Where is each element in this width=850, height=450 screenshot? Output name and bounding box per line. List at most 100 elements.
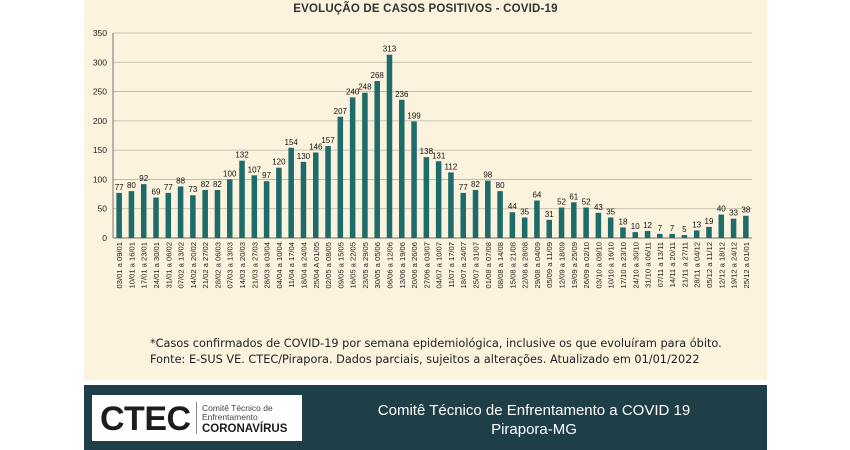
x-tick-label: 07/11 a 13/11 xyxy=(656,242,665,287)
bar xyxy=(448,172,454,238)
x-tick-label: 25/12 a 01/01 xyxy=(742,242,751,288)
bar xyxy=(743,215,749,238)
bar xyxy=(435,161,442,238)
bar-value-label: 64 xyxy=(532,191,541,200)
bar-value-label: 44 xyxy=(508,202,517,211)
ctec-logo: CTEC Comitê Técnico de Enfrentamento COR… xyxy=(92,395,302,441)
bar-value-label: 98 xyxy=(483,171,492,180)
y-tick-label: 100 xyxy=(93,174,107,184)
bar xyxy=(571,202,577,238)
x-tick-label: 12/09 a 18/09 xyxy=(558,242,567,288)
bar xyxy=(190,195,196,238)
bar-value-label: 131 xyxy=(432,151,446,160)
x-tick-label: 02/05 a 08/05 xyxy=(324,242,333,288)
x-tick-label: 04/07 a 10/07 xyxy=(435,242,444,288)
footer-banner: CTEC Comitê Técnico de Enfrentamento COR… xyxy=(84,385,767,450)
x-tick-label: 18/07 a 24/07 xyxy=(459,242,468,288)
bar-value-label: 77 xyxy=(115,183,124,192)
x-tick-label: 11/07 a 17/07 xyxy=(447,242,456,288)
bar xyxy=(423,157,430,238)
x-tick-label: 05/12 a 11/12 xyxy=(705,242,714,288)
bar xyxy=(521,217,528,238)
bar-value-label: 5 xyxy=(682,225,687,234)
bar xyxy=(583,207,589,238)
bar xyxy=(300,161,307,238)
bar-value-label: 248 xyxy=(358,83,372,92)
x-tick-label: 09/05 a 15/05 xyxy=(336,242,345,288)
bar-value-label: 18 xyxy=(619,217,628,226)
logo-main-text: CTEC xyxy=(100,400,191,438)
footnote-cases: *Casos confirmados de COVID-19 por seman… xyxy=(150,337,722,350)
bar xyxy=(128,191,135,238)
chart-title: EVOLUÇÃO DE CASOS POSITIVOS - COVID-19 xyxy=(293,3,558,15)
bar-value-label: 154 xyxy=(285,138,299,147)
bar-value-label: 7 xyxy=(670,224,675,233)
x-tick-label: 18/04 a 24/04 xyxy=(299,242,308,288)
footer-city: Pirapora-MG xyxy=(491,421,577,438)
x-tick-label: 10/01 a 16/01 xyxy=(127,242,136,288)
y-tick-label: 350 xyxy=(93,28,107,38)
bar xyxy=(399,99,405,239)
x-tick-label: 25/07 a 31/07 xyxy=(472,242,481,288)
bar-value-label: 10 xyxy=(631,222,640,231)
bar xyxy=(509,212,516,238)
bar xyxy=(607,217,614,238)
bar-value-label: 240 xyxy=(346,87,360,96)
bar xyxy=(534,200,540,238)
bar-value-label: 12 xyxy=(643,221,652,230)
bar-value-label: 112 xyxy=(445,162,458,171)
bar-value-label: 19 xyxy=(705,217,714,226)
x-tick-label: 08/08 a 14/08 xyxy=(496,242,505,288)
x-tick-label: 19/12 a 24/12 xyxy=(730,242,739,288)
x-tick-label: 13/06 a 19/06 xyxy=(398,242,407,288)
bar xyxy=(374,81,380,239)
bar xyxy=(325,146,331,238)
y-tick-label: 250 xyxy=(93,87,107,97)
footer-title: Comitê Técnico de Enfrentamento a COVID … xyxy=(377,402,691,419)
logo-divider xyxy=(196,402,197,434)
bar-value-label: 43 xyxy=(594,203,603,212)
x-tick-label: 21/02 a 27/02 xyxy=(201,242,210,288)
x-tick-label: 17/01 a 23/01 xyxy=(140,242,149,288)
y-tick-label: 200 xyxy=(93,116,107,126)
x-tick-label: 24/01 a 30/01 xyxy=(152,242,161,288)
x-tick-label: 28/03 a 03/04 xyxy=(263,242,272,288)
bar-value-label: 132 xyxy=(235,151,249,160)
bar-value-label: 313 xyxy=(383,45,397,54)
bar xyxy=(349,97,356,238)
bar xyxy=(632,232,639,238)
bar-value-label: 92 xyxy=(139,174,148,183)
x-tick-label: 01/08 a 07/08 xyxy=(484,242,493,288)
bar-value-label: 35 xyxy=(520,208,529,217)
x-tick-label: 22/08 a 28/08 xyxy=(521,242,530,288)
bar xyxy=(288,147,294,238)
bar xyxy=(386,54,393,238)
x-tick-label: 16/05 a 22/05 xyxy=(349,242,358,288)
bar-value-label: 107 xyxy=(248,165,262,174)
bar xyxy=(312,152,319,238)
x-tick-label: 03/01 a 09/01 xyxy=(115,242,124,288)
logo-subtitle: Comitê Técnico de Enfrentamento xyxy=(202,403,273,422)
bar xyxy=(558,207,565,238)
bar xyxy=(165,192,172,238)
x-tick-label: 14/11 a 20/11 xyxy=(668,242,677,287)
bar-value-label: 69 xyxy=(152,188,161,197)
x-tick-label: 04/04 a 10/04 xyxy=(275,242,284,288)
x-tick-label: 28/11 a 04/12 xyxy=(693,242,702,288)
x-tick-label: 10/10 a 16/10 xyxy=(607,242,616,288)
bar xyxy=(202,189,208,238)
footnote-source: Fonte: E-SUS VE. CTEC/Pirapora. Dados pa… xyxy=(150,353,700,366)
bar-value-label: 146 xyxy=(309,142,323,151)
x-tick-label: 30/05 a 05/06 xyxy=(373,242,382,288)
x-tick-label: 25/04 A 01/05 xyxy=(312,242,321,288)
bar xyxy=(214,189,221,238)
x-tick-label: 31/01 a 06/02 xyxy=(164,242,173,288)
bar-value-label: 77 xyxy=(459,183,468,192)
bar-value-label: 35 xyxy=(606,208,615,217)
bar-value-label: 61 xyxy=(569,192,578,201)
y-tick-label: 300 xyxy=(93,57,107,67)
x-tick-label: 12/12 a 18/12 xyxy=(717,242,726,288)
bar-value-label: 40 xyxy=(717,205,726,214)
x-tick-label: 03/10 a 09/10 xyxy=(594,242,603,288)
